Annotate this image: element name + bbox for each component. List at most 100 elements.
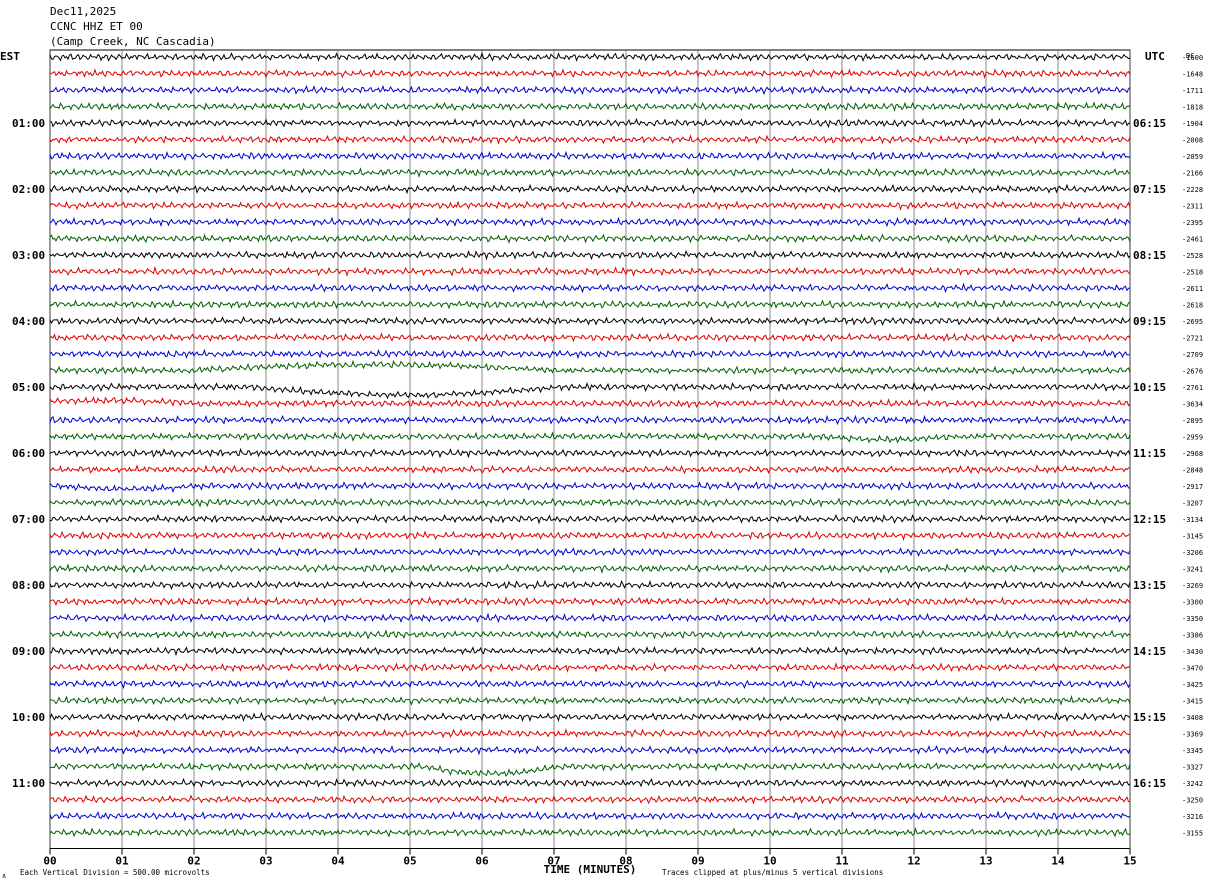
trace-row [49,150,1131,162]
dc-offset-label: -2528 [1182,252,1203,260]
utc-hour-label: 08:15 [1133,249,1166,262]
trace-row [49,761,1131,777]
trace-row [49,497,1131,508]
dc-offset-label: -2311 [1182,203,1203,211]
x-tick-label: 13 [979,855,992,868]
trace-row [49,359,1131,376]
trace-group [49,51,1131,838]
trace-row [49,596,1131,607]
dc-offset-label: -2761 [1182,384,1203,392]
trace-row [49,480,1131,493]
utc-hour-label: 10:15 [1133,381,1166,394]
dc-offset-label: -3345 [1182,747,1203,755]
est-hour-label: 05:00 [12,381,45,394]
x-tick-label: 08 [619,855,632,868]
dc-offset-label: -2611 [1182,285,1203,293]
dc-offset-label: -2848 [1182,467,1203,475]
trace-row [50,117,1131,129]
x-tick-label: 01 [115,855,129,868]
trace-row [49,216,1131,228]
est-hour-label: 10:00 [12,711,45,724]
dc-offset-label: -2968 [1182,450,1203,458]
dc-offset-label: -1818 [1182,104,1203,112]
dc-offset-label: -2695 [1182,318,1203,326]
trace-row [49,348,1130,360]
x-tick-label: 10 [763,855,776,868]
dc-offset-label: -2008 [1182,137,1203,145]
dc-column-label: DC [1186,52,1194,60]
dc-offset-label: -3327 [1182,764,1203,772]
dc-offset-label: -2228 [1182,186,1203,194]
dc-offset-label: -3134 [1182,516,1203,524]
x-tick-label: 05 [403,855,416,868]
trace-row [49,579,1131,590]
dc-offset-label: -3145 [1182,533,1203,541]
trace-row [49,134,1131,145]
dc-offset-label: -2059 [1182,153,1203,161]
est-hour-label: 03:00 [12,249,45,262]
trace-row [49,447,1131,459]
trace-row [49,694,1131,706]
est-hour-label: 09:00 [12,645,45,658]
trace-row [49,233,1131,244]
utc-hour-label: 15:15 [1133,711,1166,724]
trace-row [49,396,1131,409]
dc-offset-label: -3634 [1182,401,1203,409]
utc-hour-label: 06:15 [1133,117,1166,130]
dc-offset-label: -2917 [1182,483,1203,491]
trace-row [49,810,1131,822]
trace-row [49,315,1131,327]
x-tick-label: 12 [907,855,920,868]
trace-row [49,744,1131,756]
trace-row [49,629,1131,640]
trace-row [49,51,1131,62]
dc-offset-label: -3216 [1182,813,1203,821]
trace-row [49,464,1131,475]
dc-offset-label: -1648 [1182,71,1203,79]
dc-offset-label: -3415 [1182,698,1203,706]
dc-offset-label: -2895 [1182,417,1203,425]
station-location: (Camp Creek, NC Cascadia) [50,35,216,48]
dc-offset-label: -3425 [1182,681,1203,689]
est-hour-label: 11:00 [12,777,45,790]
trace-row [49,431,1131,444]
dc-offset-label: -3470 [1182,665,1203,673]
x-axis-title: TIME (MINUTES) [544,863,637,876]
x-tick-label: 15 [1123,855,1136,868]
dc-offset-label: -2395 [1182,219,1203,227]
label-group: 00 01 02 03 04 05 06 07 08 09 10 11 12 13 14 15 -1600 -16… [12,54,1203,868]
trace-row [49,662,1131,673]
trace-row [49,299,1131,310]
dc-offset-label: -1711 [1182,87,1203,95]
x-tick-label: 07 [547,855,560,868]
dc-offset-label: -2618 [1182,302,1203,310]
dc-offset-label: -2959 [1182,434,1203,442]
dc-offset-label: -2721 [1182,335,1203,343]
x-tick-label: 02 [187,855,200,868]
dc-offset-label: -3408 [1182,714,1203,722]
trace-row [49,711,1131,723]
x-tick-label: 03 [259,855,272,868]
dc-offset-label: -2166 [1182,170,1203,178]
x-tick-label: 04 [331,855,345,868]
trace-row [49,200,1131,211]
utc-hour-label: 07:15 [1133,183,1166,196]
dc-offset-label: -2709 [1182,351,1203,359]
dc-offset-label: -2461 [1182,236,1203,244]
dc-offset-label: -3242 [1182,780,1203,788]
clip-note: Traces clipped at plus/minus 5 vertical … [662,868,883,877]
trace-row [49,679,1131,690]
trace-row [49,563,1131,575]
trace-row [49,612,1131,624]
footer-mark: ∧ [2,872,6,880]
trace-row [49,265,1131,277]
trace-row [49,777,1131,789]
trace-row [49,68,1131,79]
dc-offset-label: -3350 [1182,615,1203,623]
dc-offset-label: -3207 [1182,500,1203,508]
scale-note: Each Vertical Division = 500.00 microvol… [20,868,210,877]
dc-offset-label: -3269 [1182,582,1203,590]
trace-row [49,645,1131,657]
x-tick-label: 11 [835,855,849,868]
